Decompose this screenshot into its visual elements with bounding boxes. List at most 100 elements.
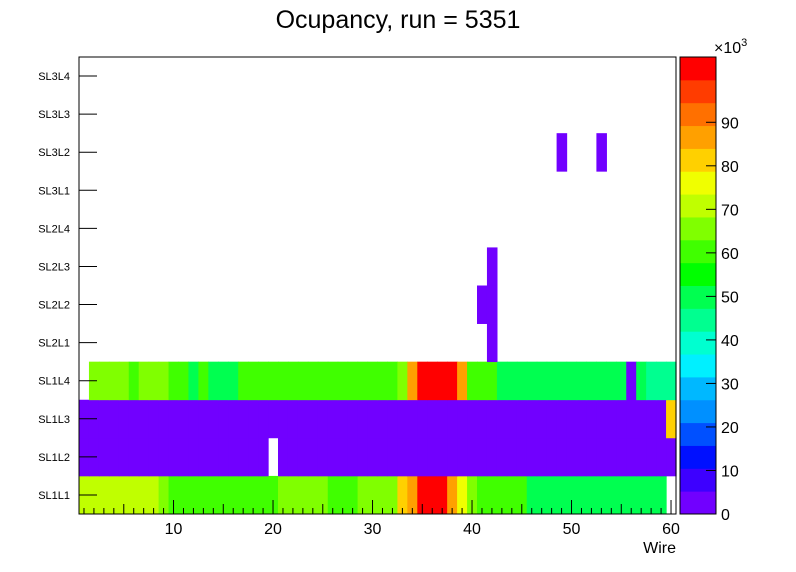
color-scale-band: [680, 354, 716, 378]
heatmap-cell: [228, 399, 239, 439]
color-scale-band: [680, 148, 716, 172]
color-scale-tick-label: 0: [721, 507, 730, 524]
heatmap-cell: [437, 399, 448, 439]
heatmap-cell: [437, 437, 448, 477]
y-tick-label: SL3L4: [38, 71, 70, 83]
heatmap-cell: [586, 361, 597, 401]
heatmap-cell: [208, 475, 219, 515]
y-tick-label: SL1L2: [38, 452, 70, 464]
heatmap-cell: [437, 475, 448, 515]
heatmap-cell: [596, 133, 607, 172]
heatmap-cell: [546, 475, 558, 515]
heatmap-cell: [486, 399, 498, 439]
heatmap-cell: [397, 475, 408, 515]
heatmap-cell: [646, 475, 657, 515]
heatmap-cell: [576, 399, 588, 439]
color-scale-band: [680, 468, 716, 492]
color-scale-band: [680, 445, 716, 469]
y-tick-label: SL1L4: [38, 376, 70, 388]
heatmap-cell: [297, 361, 309, 401]
heatmap-cell: [576, 361, 588, 401]
color-scale: 0 10 20 30 40 50 60 70 80 90: [679, 56, 739, 524]
heatmap-cell: [278, 437, 289, 477]
color-scale-band: [680, 376, 716, 401]
heatmap-cell: [516, 361, 528, 401]
heatmap-cell: [636, 399, 647, 439]
heatmap-cell: [108, 437, 120, 477]
heatmap-cell: [307, 399, 319, 439]
heatmap-cell: [128, 361, 140, 401]
heatmap-cell: [536, 475, 548, 515]
heatmap-cell: [208, 399, 219, 439]
heatmap-cell: [168, 437, 180, 477]
color-scale-exponent-power: 3: [741, 37, 747, 49]
color-scale-band: [680, 422, 716, 446]
heatmap-cell: [178, 399, 190, 439]
heatmap-cell: [377, 437, 389, 477]
heatmap-cell: [556, 361, 568, 401]
heatmap-cell: [208, 437, 219, 477]
heatmap-cell: [626, 361, 637, 401]
heatmap-cell: [337, 437, 349, 477]
heatmap-cell: [397, 399, 408, 439]
heatmap-cell: [457, 437, 468, 477]
heatmap-cell: [238, 475, 249, 515]
color-scale-band: [680, 399, 716, 424]
heatmap-cell: [297, 475, 309, 515]
heatmap-cell: [477, 399, 488, 439]
heatmap-cell: [268, 361, 279, 401]
color-scale-tick-label: 60: [721, 246, 739, 263]
heatmap-cell: [238, 399, 249, 439]
heatmap-cell: [327, 475, 339, 515]
y-tick-label: SL2L1: [38, 338, 70, 350]
heatmap-cell: [427, 361, 438, 401]
heatmap-cell: [546, 399, 558, 439]
heatmap-cell: [158, 399, 170, 439]
heatmap-cell: [317, 361, 329, 401]
color-scale-tick-label: 90: [721, 115, 739, 132]
heatmap-cell: [98, 437, 110, 477]
heatmap-cell: [467, 437, 478, 477]
heatmap-cell: [118, 437, 130, 477]
heatmap-cell: [427, 475, 438, 515]
x-tick-label: 60: [662, 521, 680, 538]
heatmap-cell: [138, 399, 150, 439]
heatmap-cell: [457, 475, 468, 515]
heatmap-cell: [307, 361, 319, 401]
heatmap-cell: [486, 475, 498, 515]
heatmap-cell: [467, 475, 478, 515]
heatmap-cell: [347, 361, 359, 401]
heatmap-cell: [486, 437, 498, 477]
heatmap-cell: [178, 437, 190, 477]
y-tick-label: SL1L1: [38, 490, 70, 502]
heatmap-cell: [248, 437, 259, 477]
heatmap-cell: [218, 437, 229, 477]
heatmap-cell: [666, 361, 677, 401]
heatmap-cell: [228, 361, 239, 401]
heatmap-cell: [337, 361, 349, 401]
heatmap-cell: [148, 361, 160, 401]
heatmap-cell: [347, 399, 359, 439]
color-scale-tick-label: 10: [721, 463, 739, 480]
y-tick-label: SL2L4: [38, 223, 70, 235]
heatmap-cell: [496, 437, 508, 477]
heatmap-cell: [387, 437, 398, 477]
color-scale-band: [680, 216, 716, 241]
heatmap-cell: [566, 437, 578, 477]
heatmap-cell: [128, 437, 140, 477]
heatmap-cell: [357, 399, 369, 439]
heatmap-cell: [258, 361, 269, 401]
heatmap-cell: [596, 437, 607, 477]
heatmap-cell: [586, 437, 597, 477]
heatmap-cell: [496, 399, 508, 439]
heatmap-cell: [506, 437, 518, 477]
heatmap-cell: [198, 399, 209, 439]
heatmap-cell: [128, 399, 140, 439]
heatmap-cell: [297, 399, 309, 439]
heatmap-cell: [616, 437, 627, 477]
y-tick-label: SL1L3: [38, 414, 70, 426]
y-tick-label: SL3L2: [38, 147, 70, 159]
heatmap-cell: [656, 399, 667, 439]
heatmap-cell: [387, 475, 398, 515]
heatmap-cell: [636, 361, 647, 401]
